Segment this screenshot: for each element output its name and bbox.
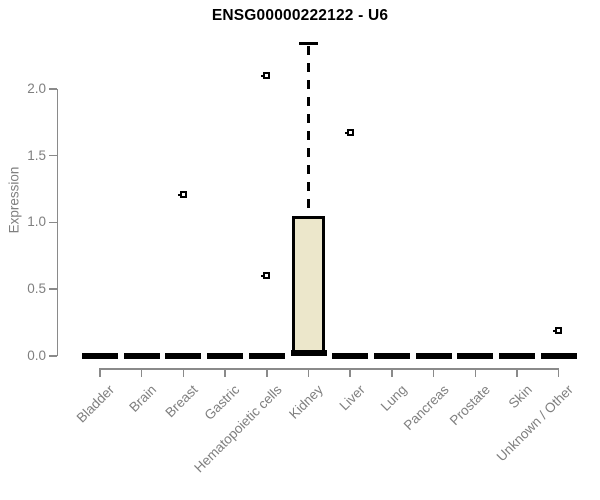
- y-axis-tick-label: 0.0: [27, 347, 46, 363]
- x-axis-tick: [307, 368, 310, 377]
- median-bar: [457, 353, 494, 359]
- x-axis-tick-label: Prostate: [446, 382, 493, 429]
- x-axis-tick: [266, 368, 268, 377]
- y-axis-tick: [49, 88, 57, 90]
- box-iqr: [292, 215, 325, 354]
- y-axis-tick-label: 0.5: [27, 281, 46, 297]
- x-axis-tick: [349, 368, 351, 377]
- x-axis-tick-label: Gastric: [201, 382, 243, 423]
- y-axis-tick: [49, 221, 57, 224]
- y-axis-tick: [49, 154, 57, 157]
- x-axis-tick: [224, 368, 226, 377]
- x-axis-tick: [557, 368, 560, 377]
- y-axis-tick: [49, 288, 57, 290]
- median-bar: [290, 350, 327, 356]
- x-axis-tick-label: Kidney: [286, 382, 327, 422]
- x-axis-tick: [432, 368, 435, 377]
- whisker-line: [307, 46, 310, 216]
- median-bar: [82, 353, 118, 359]
- median-bar: [248, 353, 285, 359]
- median-bar: [207, 353, 244, 359]
- y-axis-tick-label: 1.5: [27, 147, 46, 163]
- x-axis-tick-label: Skin: [505, 382, 535, 412]
- median-bar: [332, 353, 369, 359]
- median-bar: [373, 353, 410, 359]
- y-axis-tick-label: 2.0: [27, 80, 46, 96]
- outlier-marker: [177, 190, 187, 198]
- outlier-marker: [344, 129, 354, 137]
- median-bar: [123, 353, 160, 359]
- y-axis-tick: [49, 355, 57, 357]
- x-axis-tick-label: Lung: [377, 382, 410, 414]
- median-bar: [415, 353, 452, 359]
- y-axis-tick-label: 1.0: [27, 214, 46, 230]
- x-axis-tick-label: Pancreas: [400, 382, 452, 433]
- x-axis-tick-label: Bladder: [74, 382, 118, 426]
- y-axis-line: [56, 88, 58, 356]
- outlier-marker: [261, 71, 271, 79]
- x-axis-tick: [474, 368, 477, 377]
- outlier-marker: [261, 272, 271, 280]
- x-axis-tick: [99, 368, 101, 377]
- x-axis-tick-label: Breast: [162, 382, 202, 421]
- x-axis-tick: [140, 368, 143, 377]
- median-bar: [165, 353, 202, 359]
- x-axis-line: [99, 368, 560, 370]
- x-axis-tick: [391, 368, 393, 377]
- chart-title: ENSG00000222122 - U6: [211, 7, 389, 24]
- x-axis-tick-label: Brain: [126, 382, 160, 415]
- outlier-marker: [553, 326, 563, 334]
- median-bar: [499, 353, 535, 359]
- x-axis-tick: [516, 368, 518, 377]
- x-axis-tick-label: Unknown / Other: [494, 382, 577, 465]
- x-axis-tick-label: Liver: [336, 382, 368, 414]
- x-axis-tick: [182, 368, 185, 377]
- median-bar: [540, 353, 577, 359]
- whisker-cap: [299, 41, 318, 46]
